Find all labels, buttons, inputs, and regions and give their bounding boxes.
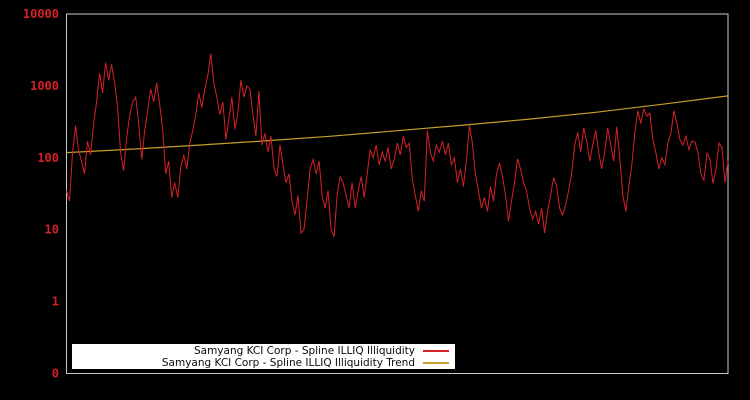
- illiq-series-line: [66, 53, 729, 237]
- legend-entry-trend: Samyang KCI Corp - Spline ILLIQ Illiquid…: [72, 357, 449, 369]
- legend-label-trend: Samyang KCI Corp - Spline ILLIQ Illiquid…: [161, 356, 415, 369]
- legend-line-sample-gold: [423, 361, 449, 364]
- y-axis-tick-label: 1: [52, 295, 59, 309]
- legend-label-illiquidity: Samyang KCI Corp - Spline ILLIQ Illiquid…: [193, 344, 415, 357]
- y-axis-tick-label: 1000: [30, 79, 59, 93]
- y-axis-tick-label: 100: [37, 151, 59, 165]
- legend-line-sample-red: [423, 349, 449, 352]
- legend: Samyang KCI Corp - Spline ILLIQ Illiquid…: [72, 344, 455, 369]
- y-axis-tick-label: 10000: [23, 7, 59, 21]
- plot-frame: [66, 13, 729, 374]
- y-axis-tick-label: 10: [45, 223, 59, 237]
- legend-entry-illiquidity: Samyang KCI Corp - Spline ILLIQ Illiquid…: [72, 345, 449, 357]
- y-axis-tick-label: 0: [52, 367, 59, 381]
- illiq-trend-line: [66, 95, 729, 154]
